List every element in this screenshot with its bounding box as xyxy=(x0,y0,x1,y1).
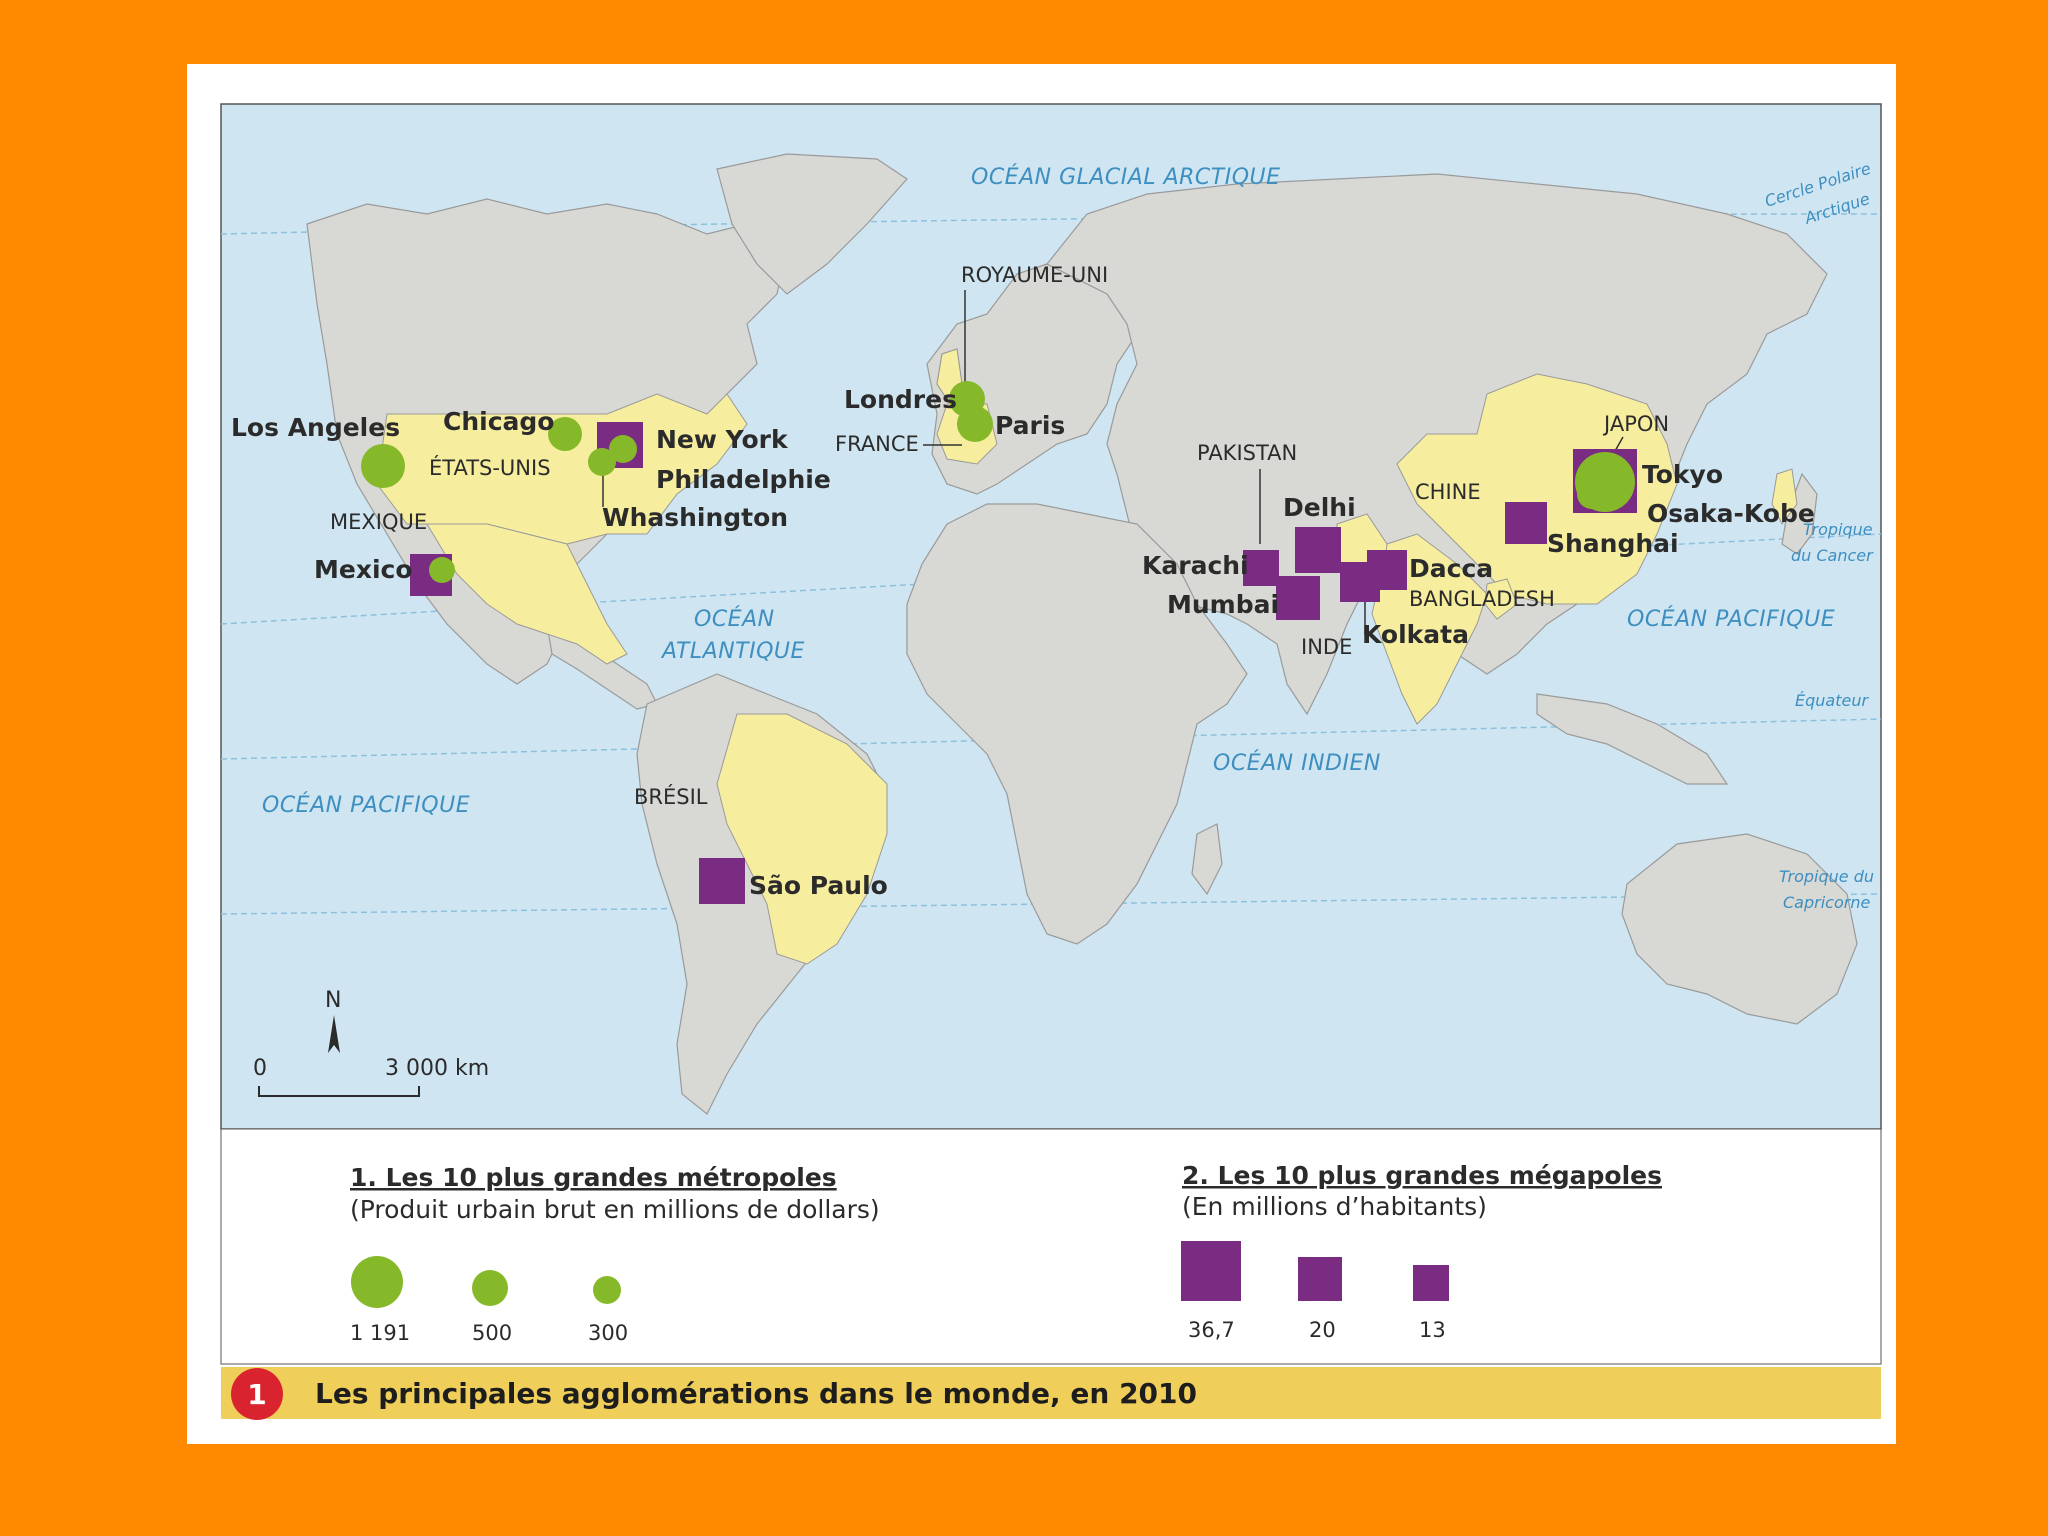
madagascar xyxy=(1191,823,1223,896)
city-mumbai-label: Mumbai xyxy=(1167,590,1279,619)
ocean-arctic-label: OCÉAN GLACIAL ARCTIQUE xyxy=(971,164,1281,190)
country-usa-label: ÉTATS-UNIS xyxy=(429,455,551,480)
ocean-pacific-west-label: OCÉAN PACIFIQUE xyxy=(262,792,470,818)
greenland xyxy=(716,153,908,295)
city-londres-label: Londres xyxy=(844,385,957,414)
scale-line xyxy=(258,1086,420,1097)
metropole-los-angeles xyxy=(361,444,405,488)
legend-metropole-value-3: 300 xyxy=(588,1321,628,1345)
city-kolkata-label: Kolkata xyxy=(1362,620,1469,649)
north-arrow-icon xyxy=(328,1015,340,1053)
legend-square-large xyxy=(1181,1241,1241,1301)
legend-megapole-value-3: 13 xyxy=(1419,1318,1446,1342)
scale-distance-label: 3 000 km xyxy=(385,1056,489,1081)
scale-zero-label: 0 xyxy=(253,1056,267,1081)
legend-megapoles-subtitle: (En millions d’habitants) xyxy=(1182,1192,1487,1221)
ocean-atlantic-label-2: ATLANTIQUE xyxy=(660,639,805,664)
legend-megapole-value-1: 36,7 xyxy=(1188,1318,1235,1342)
country-mexico-label: MEXIQUE xyxy=(330,510,427,534)
legend-metropoles: 1. Les 10 plus grandes métropoles (Produ… xyxy=(350,1163,880,1345)
bangladesh-shape xyxy=(1484,578,1518,620)
city-dacca-label: Dacca xyxy=(1409,554,1493,583)
legend-circle-large xyxy=(351,1256,403,1308)
metropole-philadelphie xyxy=(588,448,616,476)
ocean-pacific-east-label: OCÉAN PACIFIQUE xyxy=(1627,606,1835,632)
city-karachi-label: Karachi xyxy=(1142,551,1249,580)
australia xyxy=(1621,833,1858,1025)
indonesia xyxy=(1536,693,1729,785)
country-china-label: CHINE xyxy=(1415,480,1481,504)
africa xyxy=(906,503,1248,945)
compass-label: N xyxy=(325,988,341,1013)
cancer-label-2: du Cancer xyxy=(1791,546,1874,565)
city-shanghai-label: Shanghai xyxy=(1547,529,1679,558)
metropole-osaka-kobe xyxy=(1577,479,1607,509)
legend-metropole-value-2: 500 xyxy=(472,1321,512,1345)
legend-metropoles-subtitle: (Produit urbain brut en millions de doll… xyxy=(350,1195,880,1224)
capricorn-label-1: Tropique du xyxy=(1779,867,1874,886)
legend-circle-medium xyxy=(472,1270,508,1306)
city-delhi-label: Delhi xyxy=(1283,493,1356,522)
megapole-karachi xyxy=(1243,550,1279,586)
legend-panel xyxy=(220,1128,1882,1365)
country-india-label: INDE xyxy=(1301,635,1352,659)
metropole-markers xyxy=(361,381,1635,583)
caption-title: Les principales agglomérations dans le m… xyxy=(315,1377,1197,1410)
country-pakistan-label: PAKISTAN xyxy=(1197,441,1297,465)
north-arrow: N xyxy=(325,988,341,1053)
legend-megapoles: 2. Les 10 plus grandes mégapoles (En mil… xyxy=(1181,1161,1662,1342)
legend-metropoles-title: 1. Les 10 plus grandes métropoles xyxy=(350,1163,837,1192)
city-chicago-label: Chicago xyxy=(443,407,554,436)
metropole-new-york xyxy=(609,435,637,463)
city-mexico-label: Mexico xyxy=(314,555,413,584)
city-sao-paulo-label: São Paulo xyxy=(749,871,888,900)
capricorn-label-2: Capricorne xyxy=(1783,893,1870,912)
legend-megapole-value-2: 20 xyxy=(1309,1318,1336,1342)
city-paris-label: Paris xyxy=(995,411,1065,440)
ocean-atlantic-label-1: OCÉAN xyxy=(694,606,775,632)
legend-square-small xyxy=(1413,1265,1449,1301)
country-japan-label: JAPON xyxy=(1602,412,1669,436)
world-map: OCÉAN GLACIAL ARCTIQUE OCÉAN ATLANTIQUE … xyxy=(220,103,1882,1420)
japan-shape xyxy=(1771,468,1798,525)
megapole-mumbai xyxy=(1276,576,1320,620)
brazil-shape xyxy=(716,713,888,965)
caption-number-badge xyxy=(231,1368,283,1420)
metropole-chicago xyxy=(548,417,582,451)
city-washington-label: Whashington xyxy=(602,503,788,532)
country-bangladesh-label: BANGLADESH xyxy=(1409,587,1555,611)
equator-label: Équateur xyxy=(1795,691,1869,710)
city-new-york-label: New York xyxy=(656,425,789,454)
legend-circle-small xyxy=(593,1276,621,1304)
legend-square-medium xyxy=(1298,1257,1342,1301)
megapole-shanghai xyxy=(1505,502,1547,544)
megapole-kolkata xyxy=(1340,562,1380,602)
caption-number: 1 xyxy=(247,1378,266,1411)
country-uk-label: ROYAUME-UNI xyxy=(961,263,1108,287)
map-figure: OCÉAN GLACIAL ARCTIQUE OCÉAN ATLANTIQUE … xyxy=(187,64,1896,1444)
cancer-label-1: Tropique xyxy=(1803,520,1873,539)
city-osaka-kobe-label: Osaka-Kobe xyxy=(1647,499,1815,528)
mexico-shape xyxy=(426,523,628,665)
ocean-indian-label: OCÉAN INDIEN xyxy=(1213,750,1381,776)
city-los-angeles-label: Los Angeles xyxy=(231,413,400,442)
caption-band xyxy=(221,1367,1881,1419)
legend-megapoles-title: 2. Les 10 plus grandes mégapoles xyxy=(1182,1161,1662,1190)
metropole-mexico xyxy=(429,557,455,583)
china-shape xyxy=(1396,373,1678,605)
legend-metropole-value-1: 1 191 xyxy=(350,1321,410,1345)
country-brazil-label: BRÉSIL xyxy=(634,784,708,809)
country-france-label: FRANCE xyxy=(835,432,919,456)
highlighted-countries xyxy=(376,348,1798,965)
city-philadelphie-label: Philadelphie xyxy=(656,465,831,494)
megapole-delhi xyxy=(1295,527,1341,573)
scale-bar: 0 3 000 km xyxy=(253,1056,489,1097)
metropole-paris xyxy=(957,406,993,442)
megapole-sao-paulo xyxy=(699,858,745,904)
city-tokyo-label: Tokyo xyxy=(1642,460,1723,489)
